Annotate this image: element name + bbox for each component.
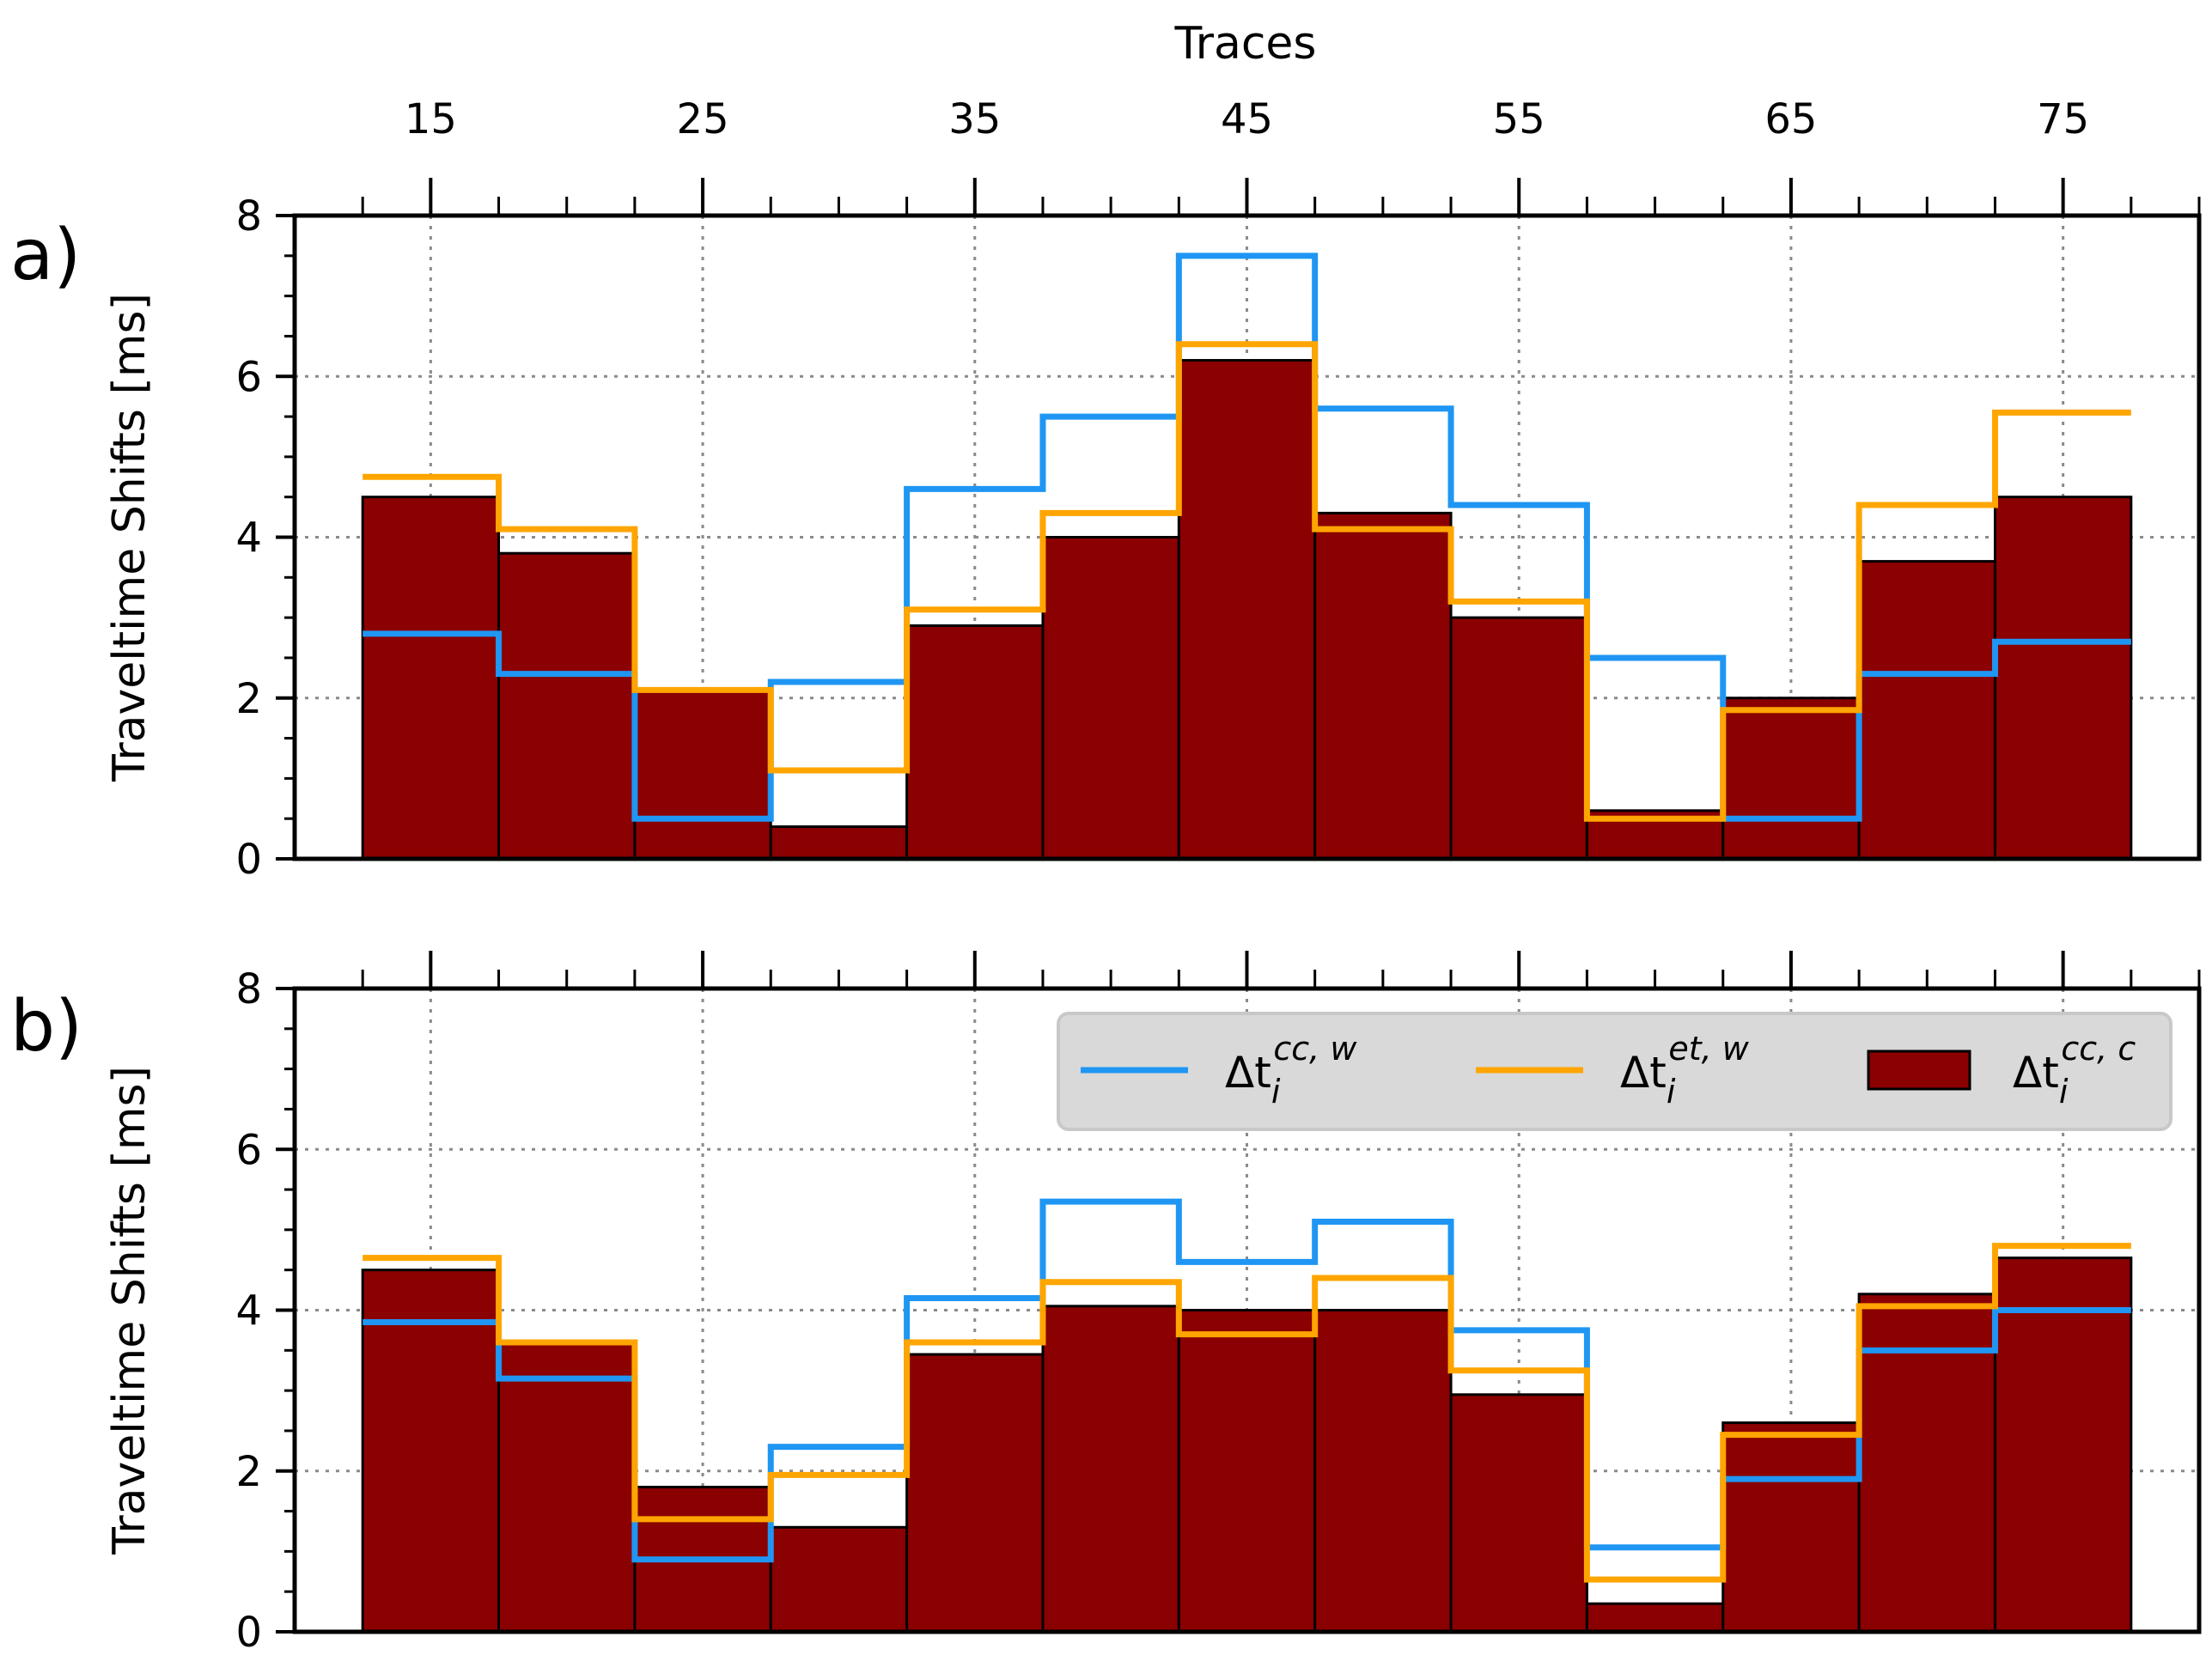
y-axis-title: Traveltime Shifts [ms] [104,293,155,782]
bar-5 [1041,536,1180,861]
bar-9 [1585,1602,1725,1634]
y-tick-label: 4 [235,1287,262,1335]
bar-1 [497,551,637,861]
panel-label: b) [10,986,82,1068]
x-tick-label: 45 [1221,95,1273,143]
y-tick-label: 0 [235,836,262,884]
bar-8 [1449,1393,1588,1634]
x-tick-label: 15 [405,95,457,143]
legend-label-et_w-base: Δt [1620,1048,1667,1098]
legend: Δticc, w Δtiet, w Δticc, c [1057,1012,2172,1131]
legend-label-cc_c-sup: cc, c [2061,1030,2136,1068]
bar-8 [1449,616,1588,861]
panel-0: 0 2 4 6 8 15 25 35 45 55 65 75 Traveltime Shifts [ms… [10,95,2202,884]
legend-swatch-cc_c [1867,1050,1971,1091]
series-line-et_w [363,341,2131,822]
panel-1: 0 2 4 6 8 Traveltime Shifts [ms] b) [10,951,2202,1657]
legend-label-cc_c-sub: i [2059,1073,2069,1110]
bar-7 [1313,1309,1453,1634]
x-tick-label: 65 [1764,95,1817,143]
legend-label-et_w-sup: et, w [1668,1030,1749,1068]
bar-1 [497,1341,637,1634]
legend-label-cc_w-base: Δt [1225,1048,1271,1098]
bar-5 [1041,1305,1180,1634]
bar-3 [769,1525,909,1634]
bar-0 [361,496,501,861]
bar-3 [769,825,909,861]
legend-box [1057,1012,2172,1131]
y-tick-label: 2 [235,1448,262,1496]
y-tick-label: 2 [235,675,262,723]
y-tick-label: 6 [235,353,262,401]
x-tick-label: 35 [948,95,1001,143]
bar-4 [905,1353,1045,1634]
panel-label: a) [10,215,81,296]
bar-10 [1721,1421,1861,1634]
bar-0 [361,1269,501,1634]
x-tick-label: 55 [1493,95,1545,143]
y-tick-label: 0 [235,1609,262,1657]
legend-label-cc_w-sup: cc, w [1273,1030,1357,1068]
bar-11 [1857,1293,1996,1634]
x-tick-label: 25 [677,95,729,143]
y-tick-label: 6 [235,1126,262,1174]
bar-4 [905,624,1045,861]
y-tick-label: 4 [235,514,262,563]
bar-10 [1721,697,1861,861]
legend-label-et_w-sub: i [1667,1073,1676,1110]
y-axis-title: Traveltime Shifts [ms] [104,1066,155,1555]
bar-12 [1993,1256,2133,1634]
top-axis-title: Traces [1173,18,1316,70]
series-line-cc_w [363,1198,2131,1563]
series-line-et_w [363,1243,2131,1583]
legend-label-cc_c: Δti cc, c [2013,1030,2136,1110]
bar-2 [633,688,772,861]
y-tick-label: 8 [235,192,262,240]
bar-11 [1857,560,1996,861]
bar-7 [1313,511,1453,861]
bar-12 [1993,496,2133,861]
legend-label-et_w: Δti et, w [1620,1030,1750,1110]
panels: 0 2 4 6 8 15 25 35 45 55 65 75 Traveltime Shifts [ms… [10,95,2202,1657]
legend-label-cc_w-sub: i [1271,1073,1281,1110]
legend-label-cc_c-base: Δt [2013,1048,2059,1098]
x-tick-label: 75 [2037,95,2089,143]
bar-6 [1177,1309,1317,1634]
legend-label-cc_w: Δti cc, w [1225,1030,1357,1110]
bar-6 [1177,359,1317,861]
y-tick-label: 8 [235,965,262,1013]
series-line-cc_w [363,252,2131,822]
